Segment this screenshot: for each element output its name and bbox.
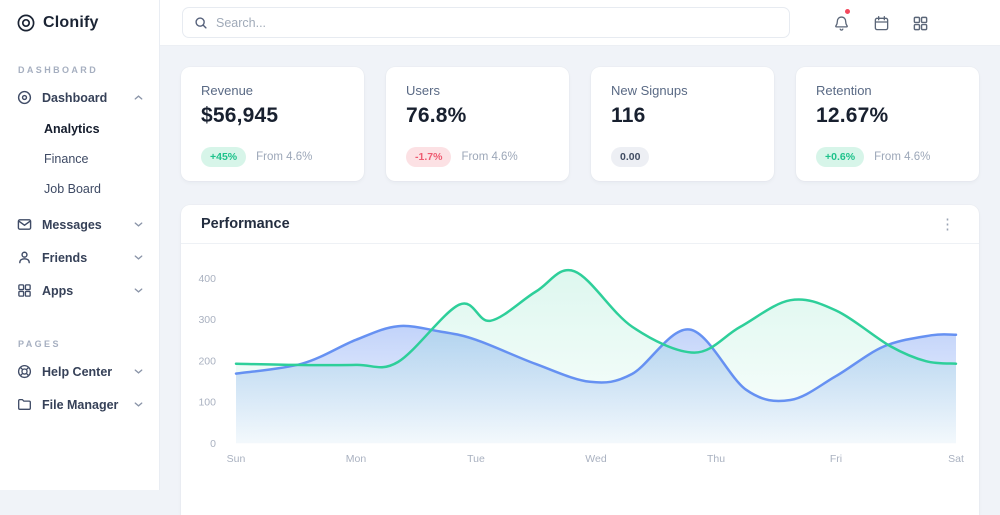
stat-cards-row: Revenue $56,945 +45% From 4.6% Users 76.… (181, 67, 979, 181)
brand-name: Clonify (43, 14, 99, 31)
lifebuoy-icon (17, 364, 32, 379)
stat-card-title: New Signups (611, 83, 688, 98)
performance-card: Performance ⋮ 0 100 200 300 400 Sun Mon Tue Wed T… (181, 205, 979, 515)
brand-logo-icon (17, 14, 35, 32)
sidebar-item-label: Messages (42, 217, 102, 232)
stat-card-note: From 4.6% (461, 151, 518, 163)
stat-card-badge: +45% (201, 147, 247, 167)
brand-logo[interactable]: Clonify (0, 0, 159, 33)
x-axis-label: Sat (948, 453, 964, 465)
dashboard-submenu: Analytics Finance Job Board (0, 114, 159, 208)
x-axis-label: Mon (346, 453, 367, 465)
y-axis-tick: 200 (198, 355, 216, 367)
sidebar-item-label: Dashboard (42, 90, 108, 105)
chevron-down-icon (133, 366, 144, 377)
sidebar-item-dashboard[interactable]: Dashboard (0, 81, 159, 114)
notification-dot (844, 8, 851, 15)
stat-card-retention: Retention 12.67% +0.6% From 4.6% (796, 67, 979, 181)
chevron-up-icon (133, 92, 144, 103)
chevron-down-icon (133, 219, 144, 230)
calendar-icon (874, 15, 888, 30)
search-input[interactable] (216, 15, 778, 30)
grid-icon (17, 283, 32, 298)
stat-card-new-signups: New Signups 116 0.00 (591, 67, 774, 181)
stat-card-value: 116 (611, 104, 646, 127)
stat-card-users: Users 76.8% -1.7% From 4.6% (386, 67, 569, 181)
sidebar-item-apps[interactable]: Apps (0, 274, 159, 307)
notifications-button[interactable] (827, 8, 855, 37)
chevron-down-icon (133, 399, 144, 410)
stat-card-badge: 0.00 (611, 147, 650, 167)
stat-card-value: $56,945 (201, 104, 279, 127)
topbar (160, 0, 1000, 46)
sidebar-item-friends[interactable]: Friends (0, 241, 159, 274)
sidebar-item-messages[interactable]: Messages (0, 208, 159, 241)
sidebar-item-file-manager[interactable]: File Manager (0, 388, 159, 421)
sidebar-section-dashboard: DASHBOARD (18, 65, 99, 75)
kebab-menu-icon[interactable]: ⋮ (934, 213, 961, 236)
bell-icon (834, 15, 848, 31)
stat-card-badge: +0.6% (816, 147, 865, 167)
folder-icon (17, 397, 32, 412)
area-chart-svg: 0 100 200 300 400 Sun Mon Tue Wed Thu Fri Sat (198, 268, 964, 465)
chevron-down-icon (133, 252, 144, 263)
stat-card-title: Users (406, 83, 440, 98)
stat-card-title: Revenue (201, 83, 254, 98)
y-axis-tick: 300 (198, 314, 216, 326)
sidebar-subitem-finance[interactable]: Finance (44, 152, 89, 166)
performance-chart: 0 100 200 300 400 Sun Mon Tue Wed Thu Fri Sat (181, 245, 979, 491)
stat-card-revenue: Revenue $56,945 +45% From 4.6% (181, 67, 364, 181)
y-axis-tick: 100 (198, 397, 216, 409)
stat-card-title: Retention (816, 83, 872, 98)
sidebar: Clonify DASHBOARD Dashboard Analytics Fi… (0, 0, 160, 490)
disc-icon (17, 90, 32, 105)
chart-title: Performance (201, 216, 290, 232)
stat-card-note: From 4.6% (256, 151, 313, 163)
series-green-line (234, 268, 958, 369)
stat-card-value: 76.8% (406, 104, 467, 127)
x-axis-label: Tue (467, 453, 485, 465)
sidebar-subitem-analytics[interactable]: Analytics (44, 122, 100, 136)
sidebar-item-label: Friends (42, 250, 88, 265)
search-icon (195, 16, 207, 29)
sidebar-section-pages: PAGES (18, 339, 61, 349)
x-axis-label: Thu (707, 453, 725, 465)
y-axis-tick: 0 (210, 438, 216, 450)
x-axis-label: Sun (227, 453, 246, 465)
x-axis-label: Fri (830, 453, 842, 465)
apps-grid-icon (913, 16, 927, 30)
sidebar-subitem-job-board[interactable]: Job Board (44, 182, 101, 196)
calendar-button[interactable] (867, 9, 895, 37)
search-box[interactable] (182, 7, 790, 38)
stat-card-note: From 4.6% (874, 151, 931, 163)
performance-card-header: Performance ⋮ (181, 205, 979, 244)
user-icon (17, 250, 32, 265)
mail-icon (17, 217, 32, 232)
x-axis-label: Wed (585, 453, 607, 465)
chevron-down-icon (133, 285, 144, 296)
series-blue-line (234, 324, 958, 403)
sidebar-item-help-center[interactable]: Help Center (0, 355, 159, 388)
stat-card-value: 12.67% (816, 104, 889, 127)
apps-launcher-button[interactable] (906, 9, 934, 37)
y-axis-tick: 400 (198, 273, 216, 285)
sidebar-item-label: File Manager (42, 397, 119, 412)
sidebar-item-label: Help Center (42, 364, 113, 379)
stat-card-badge: -1.7% (406, 147, 452, 167)
sidebar-item-label: Apps (42, 283, 74, 298)
